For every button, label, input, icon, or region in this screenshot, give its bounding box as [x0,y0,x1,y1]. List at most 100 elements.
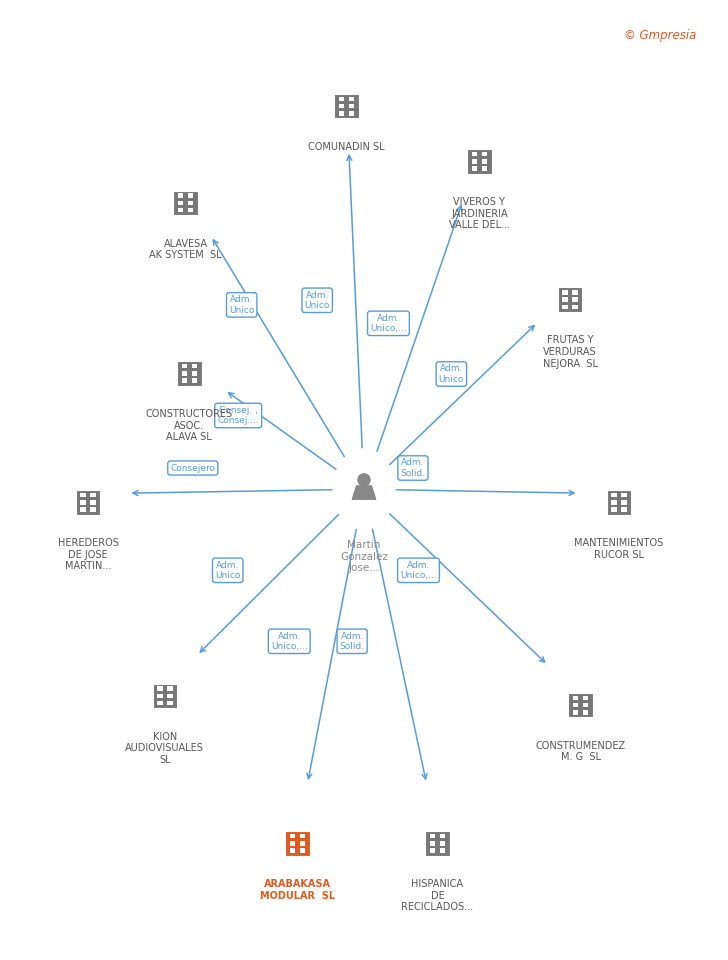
Bar [290,834,296,838]
Bar [430,849,435,852]
Bar [563,290,568,295]
Text: ALAVESA
AK SYSTEM  SL: ALAVESA AK SYSTEM SL [149,238,222,260]
Text: CONSTRUMENDEZ
M. G  SL: CONSTRUMENDEZ M. G SL [536,741,625,762]
Bar [339,111,344,115]
Bar [300,841,305,846]
Text: Adm.
Unico: Adm. Unico [215,561,240,580]
Bar [80,493,86,497]
Bar [157,701,162,706]
Bar [167,686,173,691]
Text: MANTENIMIENTOS
RUCOR SL: MANTENIMIENTOS RUCOR SL [574,538,664,560]
Bar [430,841,435,846]
Bar [622,500,627,505]
Bar [90,493,95,497]
Bar [188,201,194,205]
Bar [334,94,359,118]
Bar [191,364,197,369]
Text: CONSTRUCTORES
ASOC.
ALAVA SL: CONSTRUCTORES ASOC. ALAVA SL [146,409,233,443]
Bar [290,841,296,846]
Bar [622,508,627,512]
Bar [425,831,450,855]
Text: HISPANICA
DE
RECICLADOS...: HISPANICA DE RECICLADOS... [401,879,473,912]
Bar [181,372,187,375]
Bar [167,701,173,706]
Bar [612,508,617,512]
Bar [157,694,162,698]
Text: COMUNADIN SL: COMUNADIN SL [308,142,385,152]
Bar [583,710,588,714]
Bar [290,849,296,852]
Text: Martin
Gonzalez
Jose...: Martin Gonzalez Jose... [340,540,388,573]
Bar [178,208,183,212]
Bar [349,111,355,115]
Bar [188,194,194,198]
Bar [563,304,568,309]
Bar [573,703,578,708]
Bar [300,834,305,838]
Text: Consejero: Consejero [170,464,215,472]
Bar [430,834,435,838]
Bar [482,152,487,156]
Bar [472,159,477,163]
Bar [191,378,197,383]
Bar [612,500,617,505]
Bar [612,493,617,497]
Bar [349,104,355,108]
Bar [349,97,355,101]
Bar [572,304,578,309]
Bar [572,290,578,295]
Bar [472,166,477,171]
Bar [181,364,187,369]
Bar [188,208,194,212]
Bar [177,361,202,386]
Bar [178,194,183,198]
Text: FRUTAS Y
VERDURAS
NEJORA  SL: FRUTAS Y VERDURAS NEJORA SL [542,335,598,369]
Text: Adm.
Unico: Adm. Unico [304,291,330,310]
Text: HEREDEROS
DE JOSE
MARTIN...: HEREDEROS DE JOSE MARTIN... [58,538,119,571]
Bar [563,298,568,301]
Text: Adm.
Unico: Adm. Unico [229,295,254,315]
Text: Adm.
Unico,...: Adm. Unico,... [271,632,308,651]
Bar [181,378,187,383]
Bar [191,372,197,375]
Bar [339,97,344,101]
Text: Adm.
Unico,...: Adm. Unico,... [370,314,407,333]
Bar [573,710,578,714]
Bar [285,831,310,855]
Bar [90,508,95,512]
Polygon shape [352,486,376,499]
Text: © Gmpresia: © Gmpresia [624,29,696,42]
Bar [178,201,183,205]
Text: VIVEROS Y
JARDINERIA
VALLE DEL...: VIVEROS Y JARDINERIA VALLE DEL... [448,197,510,230]
Text: Adm.
Solid.: Adm. Solid. [400,458,425,478]
Bar [153,684,177,708]
Bar [157,686,162,691]
Bar [573,696,578,700]
Bar [482,166,487,171]
Ellipse shape [358,474,370,486]
Bar [440,849,445,852]
Bar [173,191,198,215]
Text: Adm.
Unico: Adm. Unico [439,364,464,384]
Bar [90,500,95,505]
Bar [472,152,477,156]
Bar [572,298,578,301]
Bar [583,703,588,708]
Bar [583,696,588,700]
Bar [440,834,445,838]
Bar [80,500,86,505]
Bar [80,508,86,512]
Bar [440,841,445,846]
Bar [622,493,627,497]
Bar [167,694,173,698]
Bar [76,491,100,515]
Text: Adm.
Solid.: Adm. Solid. [339,632,365,651]
Bar [482,159,487,163]
Bar [607,491,631,515]
Bar [558,287,582,312]
Bar [467,149,491,174]
Bar [300,849,305,852]
Bar [569,693,593,717]
Text: Consej. ,
Consej....: Consej. , Consej.... [217,406,259,425]
Text: KION
AUDIOVISUALES
SL: KION AUDIOVISUALES SL [125,732,205,765]
